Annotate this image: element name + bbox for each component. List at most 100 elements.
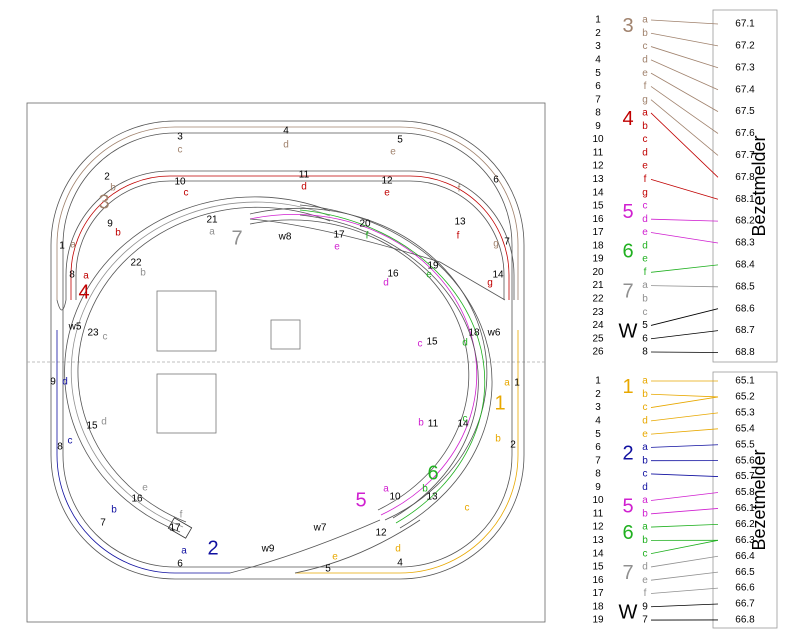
row-number: 9 xyxy=(595,482,601,493)
address: 68.2 xyxy=(735,216,755,227)
track-label: b xyxy=(111,505,117,516)
channel-letter: f xyxy=(644,267,647,278)
address: 65.8 xyxy=(735,487,755,498)
group-label: 2 xyxy=(207,537,218,559)
row-number: 12 xyxy=(592,522,604,533)
track xyxy=(75,180,505,300)
channel-letter: c xyxy=(643,548,648,559)
row-number: 17 xyxy=(592,227,604,238)
row-number: 14 xyxy=(592,548,604,559)
address: 67.4 xyxy=(735,84,755,95)
address: 68.4 xyxy=(735,260,755,271)
row-number: 12 xyxy=(592,161,604,172)
group-label: 5 xyxy=(622,495,633,517)
channel-letter: b xyxy=(642,455,648,466)
channel-letter: a xyxy=(642,15,648,26)
channel-letter: e xyxy=(642,68,648,79)
track-label: a xyxy=(181,546,187,557)
address: 66.2 xyxy=(735,519,755,530)
group-label: 1 xyxy=(622,376,633,398)
address: 65.2 xyxy=(735,392,755,403)
track-label: c xyxy=(418,339,423,350)
connector xyxy=(650,178,719,200)
track-label: c xyxy=(184,188,189,199)
track-label: w5 xyxy=(68,322,82,333)
channel-letter: d xyxy=(642,54,648,65)
track-label: 23 xyxy=(87,328,99,339)
channel-letter: f xyxy=(644,174,647,185)
track-label: 11 xyxy=(428,419,439,430)
track-label: 7 xyxy=(100,518,106,529)
channel-letter: e xyxy=(642,227,648,238)
track-section xyxy=(295,330,519,574)
track-label: d xyxy=(62,377,68,388)
track-label: 6 xyxy=(493,175,499,186)
track-label: d xyxy=(101,417,107,428)
track-label: d xyxy=(462,338,468,349)
channel-letter: g xyxy=(642,187,648,198)
row-number: 17 xyxy=(592,588,604,599)
track-label: a xyxy=(504,378,510,389)
channel-letter: e xyxy=(642,575,648,586)
track-label: b xyxy=(140,268,146,279)
connector xyxy=(650,232,719,244)
address: 67.6 xyxy=(735,128,755,139)
connector xyxy=(650,32,719,47)
track-label: g xyxy=(487,278,493,289)
channel-letter: b xyxy=(642,121,648,132)
group-label: W xyxy=(619,602,638,624)
group-label: 2 xyxy=(622,442,633,464)
track-label: e xyxy=(384,188,390,199)
track-section xyxy=(70,175,510,300)
row-number: 18 xyxy=(592,240,604,251)
row-number: 4 xyxy=(595,54,601,65)
row-number: 8 xyxy=(595,108,601,119)
track-label: e xyxy=(390,147,396,158)
row-number: 13 xyxy=(592,535,604,546)
track-label: c xyxy=(68,436,73,447)
channel-letter: d xyxy=(642,240,648,251)
connector xyxy=(650,508,719,515)
row-number: 11 xyxy=(593,147,604,158)
group-label: 3 xyxy=(98,191,109,213)
address: 67.1 xyxy=(735,19,755,30)
buffer-stop xyxy=(167,517,193,539)
track-label: 21 xyxy=(206,215,218,226)
track-label: 9 xyxy=(107,219,113,230)
channel-letter: e xyxy=(642,161,648,172)
track-label: 1 xyxy=(59,241,65,252)
channel-letter: 5 xyxy=(642,320,648,331)
row-number: 15 xyxy=(592,562,604,573)
channel-letter: b xyxy=(642,294,648,305)
address: 65.6 xyxy=(735,455,755,466)
row-number: 10 xyxy=(592,495,604,506)
connector xyxy=(650,444,719,448)
row-number: 3 xyxy=(595,41,601,52)
connector xyxy=(650,330,719,340)
track-label: f xyxy=(457,231,460,242)
track-label: b xyxy=(418,418,424,429)
connector xyxy=(650,351,719,353)
channel-letter: 6 xyxy=(642,333,648,344)
building xyxy=(270,319,301,350)
address: 67.5 xyxy=(735,106,755,117)
track-label: 4 xyxy=(283,126,289,137)
channel-letter: 9 xyxy=(642,601,648,612)
group-label: 1 xyxy=(494,392,505,414)
track xyxy=(299,214,479,519)
channel-letter: c xyxy=(643,307,648,318)
row-number: 14 xyxy=(592,187,604,198)
connector xyxy=(650,539,719,555)
track-label: 16 xyxy=(387,269,399,280)
row-number: 4 xyxy=(595,415,601,426)
track xyxy=(249,219,470,511)
track-label: e xyxy=(332,552,338,563)
track-label: a xyxy=(83,271,89,282)
connector xyxy=(650,428,719,435)
track-label: w7 xyxy=(313,523,327,534)
row-number: 1 xyxy=(595,376,601,387)
address-tables: Bezetmelder Bezetmelder xyxy=(712,9,778,629)
address: 65.7 xyxy=(735,471,755,482)
channel-letter: c xyxy=(643,201,648,212)
